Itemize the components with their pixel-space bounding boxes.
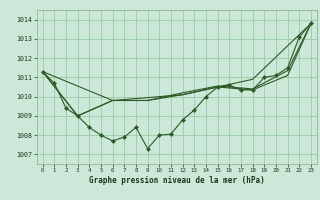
- X-axis label: Graphe pression niveau de la mer (hPa): Graphe pression niveau de la mer (hPa): [89, 176, 265, 185]
